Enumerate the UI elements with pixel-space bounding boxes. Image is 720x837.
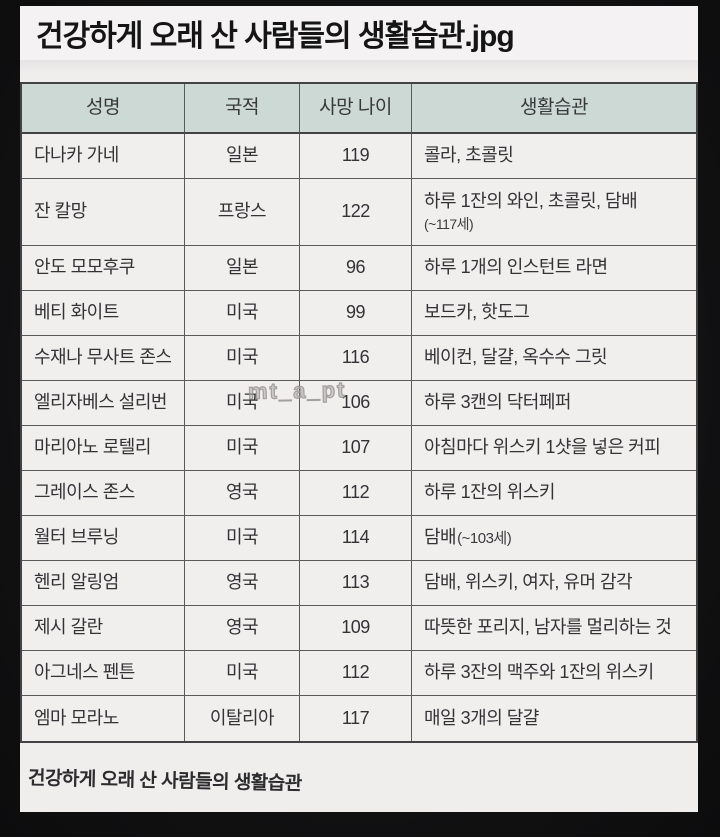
- cell-death-age: 116: [300, 336, 412, 381]
- cell-name: 다나카 가네: [22, 134, 185, 179]
- cell-death-age: 112: [300, 471, 412, 516]
- cell-nationality: 영국: [185, 471, 300, 516]
- table-row: 엠마 모라노 이탈리아 117 매일 3개의 달걀: [22, 696, 696, 741]
- cell-name: 마리아노 로텔리: [22, 426, 185, 471]
- cell-death-age: 117: [300, 696, 412, 741]
- cell-habits: 하루 1개의 인스턴트 라면: [412, 246, 696, 291]
- cell-death-age: 96: [300, 246, 412, 291]
- cell-nationality: 이탈리아: [185, 696, 300, 741]
- cell-habits: 아침마다 위스키 1샷을 넣은 커피: [412, 426, 696, 471]
- cell-habits: 베이컨, 달걀, 옥수수 그릿: [412, 336, 696, 381]
- cell-habits: 따뜻한 포리지, 남자를 멀리하는 것: [412, 606, 696, 651]
- table-row: 엘리자베스 설리번 미국 106 하루 3캔의 닥터페퍼: [22, 381, 696, 426]
- header-death-age: 사망 나이: [300, 84, 412, 134]
- cell-name: 월터 브루닝: [22, 516, 185, 561]
- photo-caption: 건강하게 오래 산 사람들의 생활습관: [27, 768, 302, 795]
- header-habits: 생활습관: [412, 84, 696, 134]
- cell-nationality: 미국: [185, 516, 300, 561]
- cell-nationality: 미국: [185, 336, 300, 381]
- cell-nationality: 미국: [185, 426, 300, 471]
- cell-name: 수재나 무사트 존스: [22, 336, 185, 381]
- cell-nationality: 영국: [185, 561, 300, 606]
- table-header-row: 성명 국적 사망 나이 생활습관: [22, 84, 696, 134]
- cell-nationality: 일본: [185, 246, 300, 291]
- cell-death-age: 122: [300, 179, 412, 246]
- table-body: 다나카 가네 일본 119 콜라, 초콜릿 잔 칼망 프랑스 122 하루 1잔…: [22, 134, 696, 741]
- cell-death-age: 113: [300, 561, 412, 606]
- table-row: 베티 화이트 미국 99 보드카, 핫도그: [22, 291, 696, 336]
- scan-shadow-band: [20, 60, 698, 74]
- cell-death-age: 109: [300, 606, 412, 651]
- scanned-page: 건강하게 오래 산 사람들의 생활습관.jpg 성명 국적 사망 나이 생활습관…: [20, 6, 698, 812]
- cell-name: 엠마 모라노: [22, 696, 185, 741]
- table-row: 수재나 무사트 존스 미국 116 베이컨, 달걀, 옥수수 그릿: [22, 336, 696, 381]
- cell-habits: 하루 3잔의 맥주와 1잔의 위스키: [412, 651, 696, 696]
- cell-habits: 하루 3캔의 닥터페퍼: [412, 381, 696, 426]
- table-row: 헨리 알링엄 영국 113 담배, 위스키, 여자, 유머 감각: [22, 561, 696, 606]
- cell-death-age: 119: [300, 134, 412, 179]
- cell-name: 안도 모모후쿠: [22, 246, 185, 291]
- cell-habits: 담배(~103세): [412, 516, 696, 561]
- cell-habits: 담배, 위스키, 여자, 유머 감각: [412, 561, 696, 606]
- cell-name: 베티 화이트: [22, 291, 185, 336]
- cell-habits: 하루 1잔의 와인, 초콜릿, 담배 (~117세): [412, 179, 696, 246]
- cell-name: 제시 갈란: [22, 606, 185, 651]
- cell-nationality: 영국: [185, 606, 300, 651]
- table-row: 다나카 가네 일본 119 콜라, 초콜릿: [22, 134, 696, 179]
- cell-nationality: 프랑스: [185, 179, 300, 246]
- table-row: 잔 칼망 프랑스 122 하루 1잔의 와인, 초콜릿, 담배 (~117세): [22, 179, 696, 246]
- table-row: 아그네스 펜튼 미국 112 하루 3잔의 맥주와 1잔의 위스키: [22, 651, 696, 696]
- cell-death-age: 114: [300, 516, 412, 561]
- cell-nationality: 미국: [185, 651, 300, 696]
- longevity-table: 성명 국적 사망 나이 생활습관 다나카 가네 일본 119 콜라, 초콜릿 잔…: [20, 82, 698, 743]
- cell-nationality: 미국: [185, 381, 300, 426]
- cell-death-age: 99: [300, 291, 412, 336]
- cell-death-age: 106: [300, 381, 412, 426]
- table-row: 안도 모모후쿠 일본 96 하루 1개의 인스턴트 라면: [22, 246, 696, 291]
- cell-name: 아그네스 펜튼: [22, 651, 185, 696]
- cell-name: 잔 칼망: [22, 179, 185, 246]
- table-row: 제시 갈란 영국 109 따뜻한 포리지, 남자를 멀리하는 것: [22, 606, 696, 651]
- cell-name: 엘리자베스 설리번: [22, 381, 185, 426]
- cell-death-age: 107: [300, 426, 412, 471]
- cell-habits: 콜라, 초콜릿: [412, 134, 696, 179]
- cell-death-age: 112: [300, 651, 412, 696]
- cell-nationality: 일본: [185, 134, 300, 179]
- table-row: 마리아노 로텔리 미국 107 아침마다 위스키 1샷을 넣은 커피: [22, 426, 696, 471]
- table-row: 월터 브루닝 미국 114 담배(~103세): [22, 516, 696, 561]
- cell-name: 헨리 알링엄: [22, 561, 185, 606]
- cell-name: 그레이스 존스: [22, 471, 185, 516]
- header-name: 성명: [22, 84, 185, 134]
- page-title: 건강하게 오래 산 사람들의 생활습관.jpg: [36, 20, 515, 53]
- cell-habits: 하루 1잔의 위스키: [412, 471, 696, 516]
- image-title-bar: 건강하게 오래 산 사람들의 생활습관.jpg: [20, 6, 698, 60]
- cell-habits: 보드카, 핫도그: [412, 291, 696, 336]
- table-row: 그레이스 존스 영국 112 하루 1잔의 위스키: [22, 471, 696, 516]
- cell-habits: 매일 3개의 달걀: [424, 707, 539, 728]
- cell-nationality: 미국: [185, 291, 300, 336]
- header-nationality: 국적: [185, 84, 300, 134]
